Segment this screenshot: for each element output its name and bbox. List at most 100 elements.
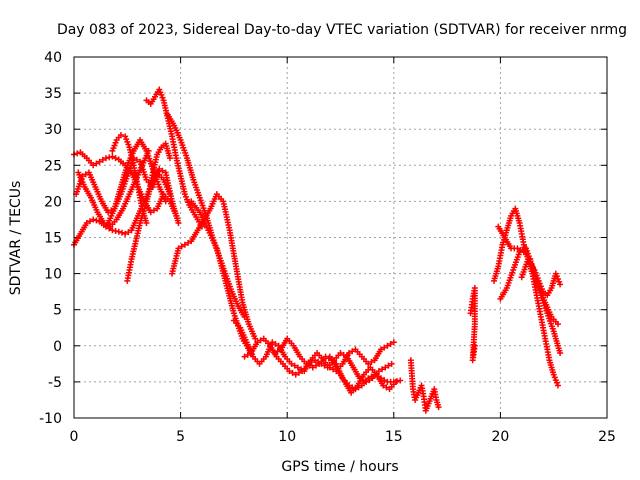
data-point (312, 362, 319, 369)
data-point (352, 386, 359, 393)
y-tick-label: 15 (44, 231, 62, 247)
data-point (181, 241, 188, 248)
data-point (244, 351, 251, 358)
data-points (71, 86, 564, 414)
data-point (308, 359, 315, 366)
y-tick-label: -5 (48, 375, 62, 391)
data-point (241, 353, 248, 360)
data-point (306, 362, 313, 369)
data-point (252, 335, 259, 342)
chart-title: Day 083 of 2023, Sidereal Day-to-day VTE… (57, 22, 627, 38)
data-point (156, 165, 163, 172)
grid-lines (74, 57, 607, 418)
data-point (435, 404, 442, 411)
data-point (380, 382, 387, 389)
data-point (385, 362, 392, 369)
data-point (90, 216, 97, 223)
x-tick-label: 10 (278, 429, 296, 445)
data-point (349, 348, 356, 355)
data-point (74, 150, 81, 157)
data-point (286, 368, 293, 375)
data-point (105, 209, 112, 216)
data-point (321, 362, 328, 369)
data-point (112, 155, 119, 162)
data-point (378, 375, 385, 382)
data-point (557, 350, 564, 357)
data-point (185, 239, 192, 246)
data-point (365, 360, 372, 367)
y-tick-label: 5 (53, 303, 62, 319)
y-tick-label: -10 (39, 411, 62, 427)
data-point (390, 339, 397, 346)
data-point (371, 371, 378, 378)
data-point (337, 350, 344, 357)
data-point (387, 340, 394, 347)
y-tick-label: 35 (44, 86, 62, 102)
data-point (517, 247, 524, 254)
data-point (93, 217, 100, 224)
data-point (159, 167, 166, 174)
x-tick-label: 0 (70, 429, 79, 445)
x-tick-label: 5 (176, 429, 185, 445)
data-point (162, 198, 169, 205)
data-point (274, 348, 281, 355)
data-point (471, 342, 478, 349)
data-point (384, 342, 391, 349)
data-point (346, 350, 353, 357)
data-point (271, 350, 278, 357)
y-tick-label: 20 (44, 194, 62, 210)
data-point (349, 384, 356, 391)
axis-ticks: 0 5 10 15 20 25 -10 -5 0 5 10 15 20 25 30 35 40 (39, 50, 616, 445)
data-point (295, 369, 302, 376)
data-point (117, 131, 124, 138)
data-point (254, 339, 261, 346)
data-point (368, 373, 375, 380)
data-point (289, 369, 296, 376)
data-point (291, 362, 298, 369)
data-point (166, 155, 173, 162)
data-point (150, 207, 157, 214)
data-point (375, 368, 382, 375)
data-point (368, 359, 375, 366)
data-point (381, 344, 388, 351)
data-point (90, 162, 97, 169)
y-tick-label: 0 (53, 339, 62, 355)
y-tick-label: 40 (44, 50, 62, 66)
data-point (257, 337, 264, 344)
x-tick-label: 15 (385, 429, 403, 445)
y-tick-label: 30 (44, 122, 62, 138)
data-point (311, 357, 318, 364)
data-point (309, 364, 316, 371)
data-point (557, 281, 564, 288)
data-point (178, 243, 185, 250)
data-point (340, 351, 347, 358)
data-point (143, 220, 150, 227)
data-point (514, 245, 521, 252)
y-tick-label: 25 (44, 158, 62, 174)
data-point (388, 360, 395, 367)
data-point (288, 360, 295, 367)
data-point (382, 364, 389, 371)
data-point (125, 229, 132, 236)
data-point (269, 339, 276, 346)
data-point (378, 346, 385, 353)
data-point (397, 377, 404, 384)
data-point (374, 373, 381, 380)
data-point (292, 371, 299, 378)
data-point (122, 230, 129, 237)
data-point (294, 364, 301, 371)
data-point (109, 153, 116, 160)
data-point (365, 375, 372, 382)
data-point (175, 220, 182, 227)
data-point (355, 384, 362, 391)
data-point (379, 366, 386, 373)
data-point (93, 160, 100, 167)
data-point (118, 229, 125, 236)
y-axis-label: SDTVAR / TECUs (8, 181, 24, 296)
data-point (175, 245, 182, 252)
x-axis-label: GPS time / hours (281, 459, 398, 475)
data-point (554, 382, 561, 389)
data-point (147, 209, 154, 216)
data-point (83, 220, 90, 227)
